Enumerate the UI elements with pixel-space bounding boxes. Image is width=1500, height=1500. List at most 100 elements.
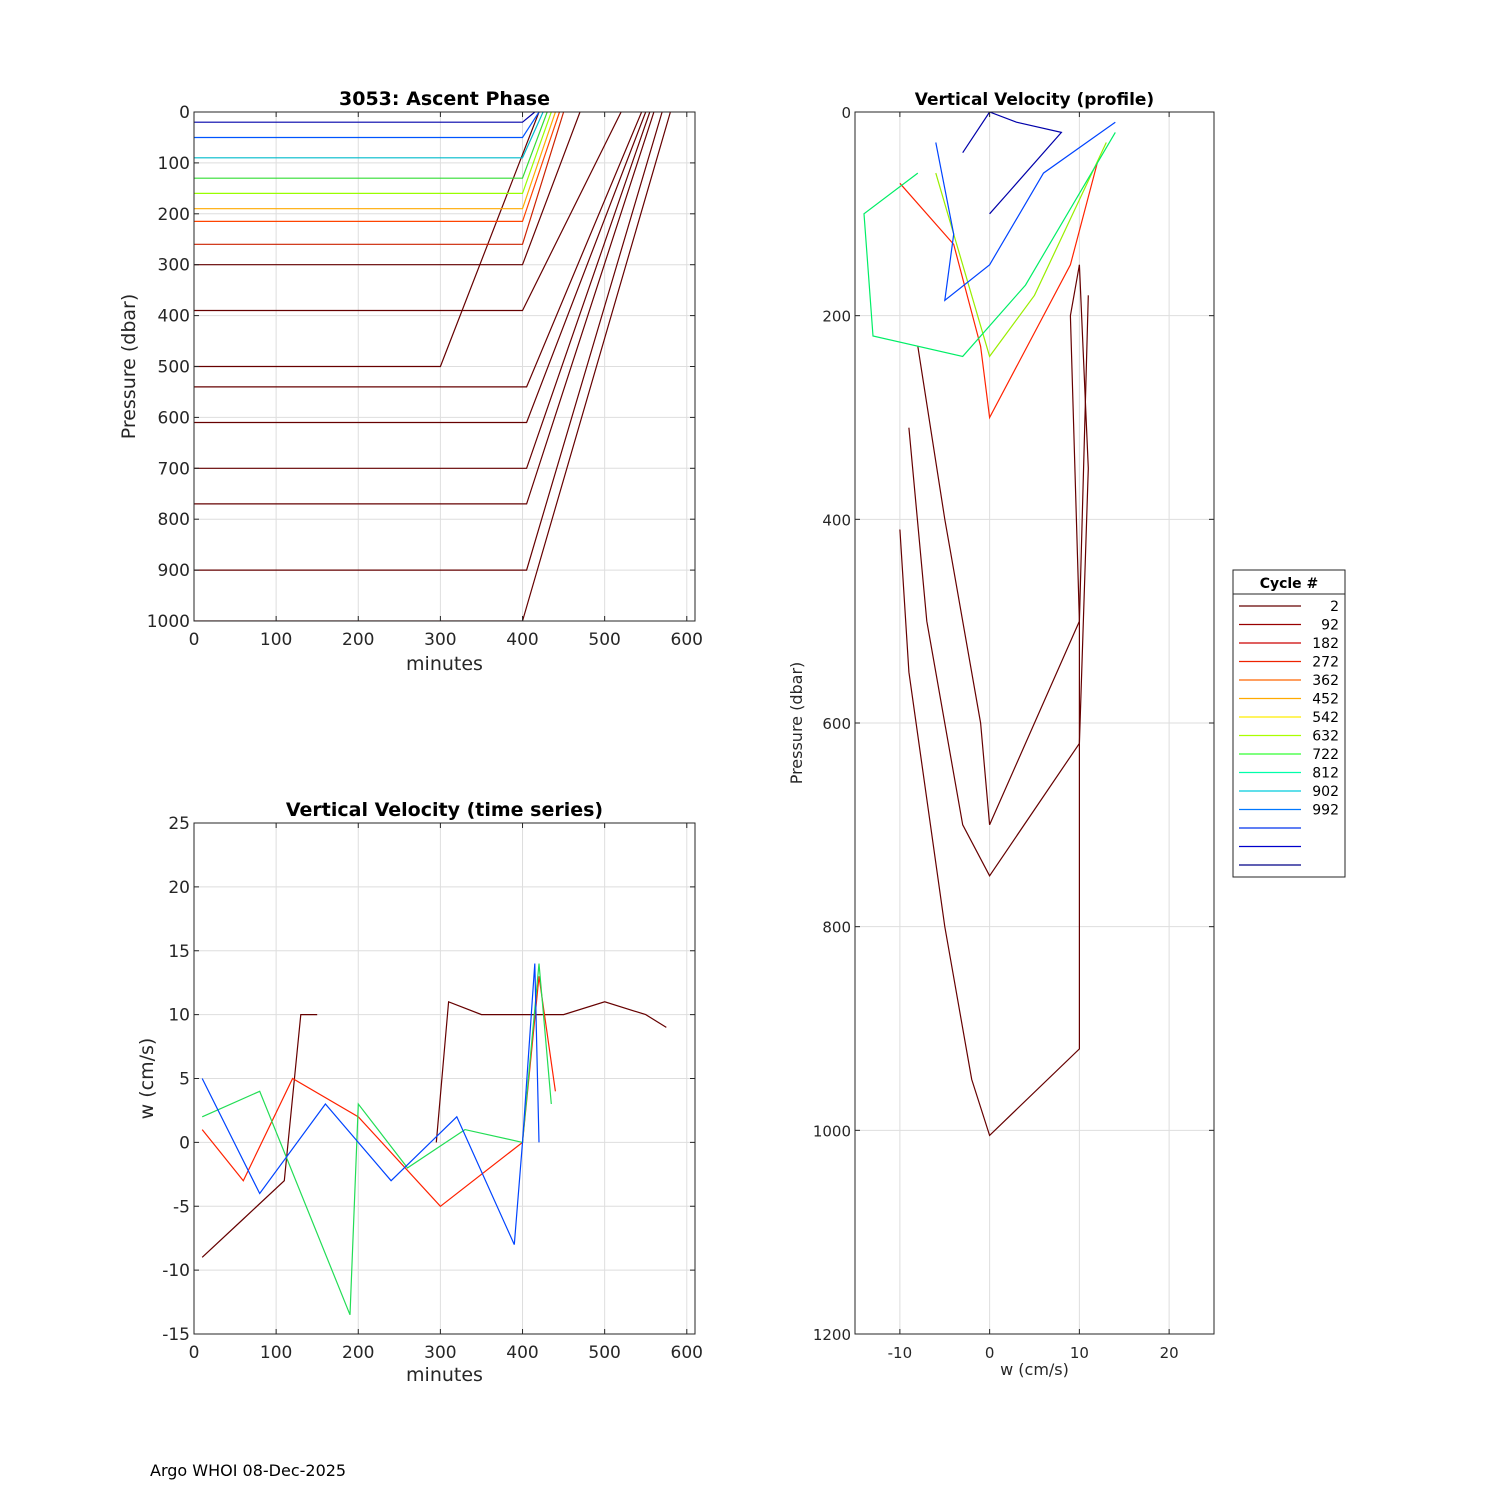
timeseries-series-blue: [201, 963, 540, 1245]
profile-series-blue: [935, 121, 1116, 302]
ascent-series-park-20: [194, 112, 536, 123]
ascent-y-tick-label: 400: [158, 307, 190, 327]
profile-series-descent-mid: [908, 264, 1089, 877]
ascent-x-axis-label: minutes: [406, 653, 483, 675]
legend-label: 272: [1312, 655, 1339, 671]
timeseries-y-tick-label: 15: [168, 942, 190, 962]
legend-label: 182: [1312, 636, 1339, 652]
ascent-series-park-50: [194, 112, 540, 139]
ascent-y-axis-label: Pressure (dbar): [118, 294, 140, 440]
ascent-series-park-500: [194, 112, 540, 368]
timeseries-x-tick-label: 500: [588, 1343, 620, 1363]
legend-label: 2: [1330, 599, 1339, 615]
ascent-x-tick-label: 200: [342, 630, 374, 650]
profile-y-tick-label: 1200: [813, 1326, 851, 1344]
ascent-x-tick-label: 600: [671, 630, 703, 650]
profile-x-tick-label: 10: [1070, 1344, 1089, 1362]
profile-x-axis-label: w (cm/s): [1000, 1360, 1069, 1379]
timeseries-x-axis-label: minutes: [406, 1364, 483, 1386]
profile-series-group: [863, 112, 1116, 1137]
ascent-chart: 0 100 200 300 400 500 600 0 100 200 300 400 500 600 70…: [118, 88, 703, 675]
ascent-series-park-90: [194, 112, 544, 159]
ascent-series-park-900: [194, 112, 663, 571]
ascent-x-tick-label: 500: [588, 630, 620, 650]
timeseries-series-group: [201, 963, 667, 1316]
ascent-x-tick-label: 100: [260, 630, 292, 650]
legend-label: 362: [1312, 673, 1339, 689]
profile-y-tick-label: 1000: [813, 1122, 851, 1140]
timeseries-y-axis-label: w (cm/s): [136, 1038, 158, 1120]
timeseries-y-tick-label: 10: [168, 1006, 190, 1026]
profile-x-tick-label: -10: [888, 1344, 913, 1362]
legend: Cycle # 2 92 182 272 362 452 542 632 722 812 902 992: [1232, 569, 1346, 878]
timeseries-x-tick-label: 400: [506, 1343, 538, 1363]
ascent-y-tick-label: 500: [158, 358, 190, 378]
timeseries-x-tick-label: 200: [342, 1343, 374, 1363]
ascent-y-tick-label: 600: [158, 408, 190, 428]
timeseries-x-tick-label: 600: [671, 1343, 703, 1363]
ascent-y-tick-label: 900: [158, 561, 190, 581]
timeseries-title: Vertical Velocity (time series): [286, 799, 603, 821]
ascent-series-park-270: [194, 112, 565, 245]
ascent-y-tick-label: 0: [179, 103, 190, 123]
ascent-series-park-770: [194, 112, 655, 505]
timeseries-x-tick-label: 300: [424, 1343, 456, 1363]
timeseries-y-tick-label: 20: [168, 878, 190, 898]
timeseries-series-green: [201, 963, 552, 1316]
ascent-series-park-610: [194, 112, 647, 424]
ascent-series-park-130: [194, 112, 548, 179]
legend-label: 92: [1321, 618, 1339, 634]
ascent-series-park-400: [194, 112, 622, 312]
ascent-y-tick-label: 700: [158, 459, 190, 479]
legend-label: 902: [1312, 784, 1339, 800]
timeseries-x-tick-label: 0: [189, 1343, 200, 1363]
legend-label: 632: [1312, 729, 1339, 745]
ascent-series-park-220: [194, 112, 561, 222]
timeseries-x-tick-label: 100: [260, 1343, 292, 1363]
ascent-series-deep-dark: [194, 112, 671, 621]
ascent-series-park-190: [194, 112, 556, 210]
ascent-y-tick-label: 1000: [147, 612, 190, 632]
timeseries-y-tick-label: 5: [179, 1070, 190, 1090]
legend-label: 542: [1312, 710, 1339, 726]
profile-y-axis-label: Pressure (dbar): [787, 662, 806, 785]
profile-series-green: [863, 132, 1116, 358]
ascent-y-tick-label: 100: [158, 154, 190, 174]
profile-y-tick-label: 0: [841, 104, 851, 122]
legend-label: 722: [1312, 747, 1339, 763]
profile-series-navy: [962, 112, 1063, 215]
profile-series-descent-shallow: [917, 295, 1089, 826]
legend-box: [1232, 569, 1346, 878]
ascent-x-tick-label: 300: [424, 630, 456, 650]
ascent-series-group: [194, 112, 671, 621]
profile-y-tick-label: 600: [822, 715, 851, 733]
profile-y-tick-label: 200: [822, 308, 851, 326]
ascent-series-park-300: [194, 112, 581, 266]
timeseries-y-tick-label: 25: [168, 814, 190, 834]
timeseries-y-tick-label: 0: [179, 1133, 190, 1153]
ascent-series-park-700: [194, 112, 651, 469]
legend-label: 992: [1312, 803, 1339, 819]
legend-label: 452: [1312, 692, 1339, 708]
footer-text: Argo WHOI 08-Dec-2025: [150, 1461, 347, 1480]
profile-x-tick-label: 0: [985, 1344, 995, 1362]
ascent-x-tick-label: 400: [506, 630, 538, 650]
ascent-title: 3053: Ascent Phase: [339, 88, 550, 110]
timeseries-chart: 0 100 200 300 400 500 600 -15 -10 -5 0 5 10 15 20 25 Ver…: [136, 799, 703, 1386]
timeseries-y-tick-label: -10: [162, 1261, 190, 1281]
ascent-y-tick-label: 300: [158, 256, 190, 276]
ascent-series-park-540: [194, 112, 643, 388]
profile-x-tick-label: 20: [1160, 1344, 1179, 1362]
ascent-y-tick-label: 800: [158, 510, 190, 530]
timeseries-series-early-dark: [201, 1013, 318, 1258]
ascent-series-park-160: [194, 112, 552, 194]
profile-title: Vertical Velocity (profile): [915, 90, 1154, 110]
profile-series-descent-deep: [899, 264, 1081, 1137]
ascent-y-tick-label: 200: [158, 205, 190, 225]
ascent-x-tick-label: 0: [189, 630, 200, 650]
profile-series-red: [899, 162, 1098, 420]
profile-y-tick-label: 400: [822, 511, 851, 529]
timeseries-y-tick-label: -5: [173, 1197, 190, 1217]
